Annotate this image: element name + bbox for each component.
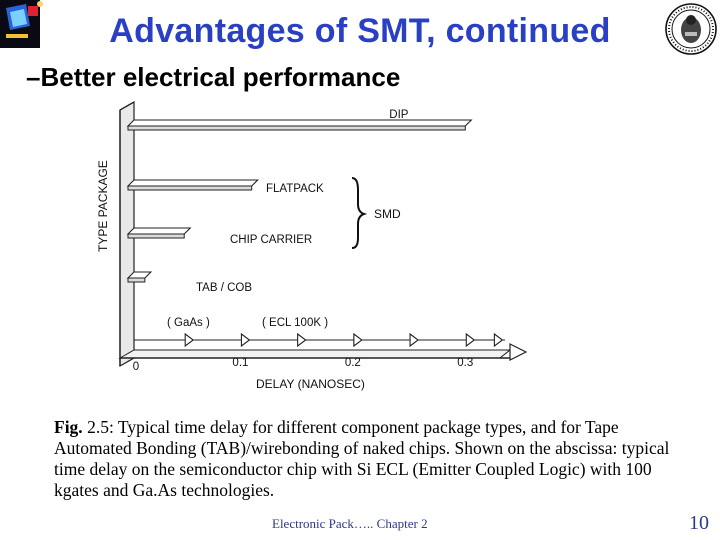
bar-chip-carrier <box>126 227 192 239</box>
page-number: 10 <box>689 512 709 534</box>
bar-label: TAB / COB <box>196 282 252 294</box>
chip-delay-marker <box>409 332 419 348</box>
x-axis-title: DELAY (NANOSEC) <box>256 377 365 391</box>
bar-label: DIP <box>389 109 409 121</box>
ecl-label: ( ECL 100K ) <box>262 317 328 329</box>
university-logo-left <box>0 0 43 48</box>
slide-title: Advantages of SMT, continued <box>109 12 611 50</box>
bar-label: FLATPACK <box>266 183 324 195</box>
bar-label: CHIP CARRIER <box>230 234 312 246</box>
caption-body: 2.5: Typical time delay for different co… <box>54 417 670 500</box>
bullet-point: –Better electrical performance <box>26 62 401 92</box>
caption-lead: Fig. <box>54 417 83 437</box>
chip-delay-marker <box>465 332 476 348</box>
chip-delay-marker <box>184 332 195 348</box>
chip-delay-marker <box>240 332 251 348</box>
x-tick-label: 0.2 <box>345 357 361 369</box>
y-axis-top <box>119 101 135 111</box>
chip-delay-marker <box>297 332 307 348</box>
chip-delay-marker <box>493 332 504 348</box>
gaas-label: ( GaAs ) <box>167 317 210 329</box>
x-axis-bar <box>118 349 512 359</box>
bar-dip <box>126 119 473 131</box>
x-axis-arrow-icon <box>509 343 528 361</box>
x-tick-label: 0 <box>133 361 139 373</box>
footer-text: Electronic Pack….. Chapter 2 <box>272 516 428 531</box>
bar-tab-cob <box>126 271 153 283</box>
smd-brace-icon <box>351 177 368 249</box>
bar-flatpack <box>126 179 259 191</box>
university-seal-logo <box>665 3 717 55</box>
x-tick-label: 0.1 <box>232 357 248 369</box>
smd-label: SMD <box>374 207 401 221</box>
x-tick-label: 0.3 <box>457 357 473 369</box>
chip-delay-marker <box>353 332 363 348</box>
figure-caption: Fig. 2.5: Typical time delay for differe… <box>54 417 674 501</box>
package-delay-chart: DIP FLATPACK CHIP CARRIER TAB / COB 0 0.1 0.2… <box>96 100 528 391</box>
y-axis-title: TYPE PACKAGE <box>96 160 110 252</box>
